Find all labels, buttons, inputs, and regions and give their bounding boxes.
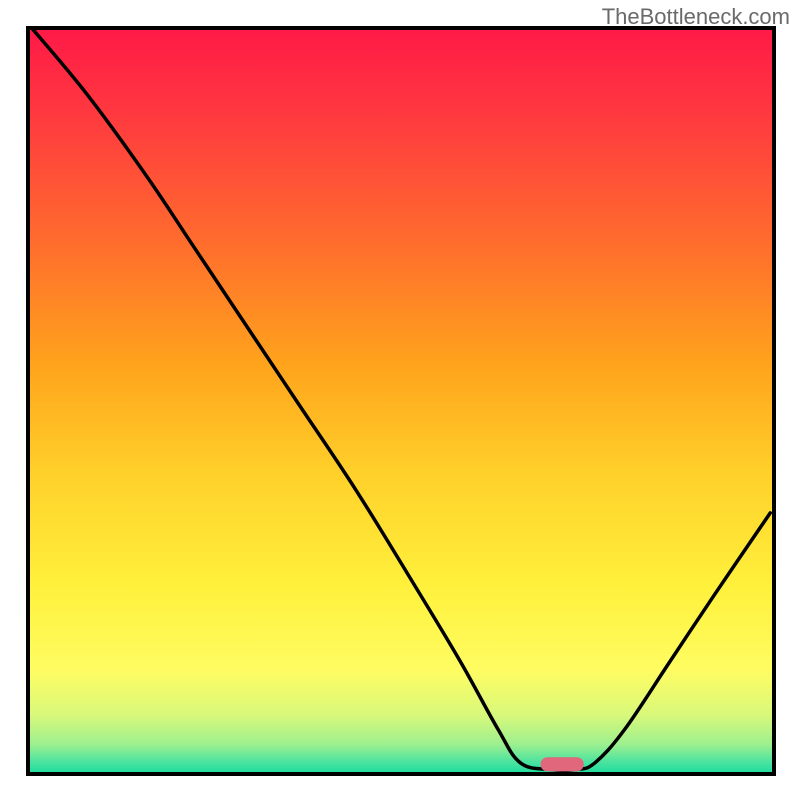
valley-marker: [541, 757, 584, 771]
watermark-text: TheBottleneck.com: [602, 4, 790, 30]
chart-container: TheBottleneck.com: [0, 0, 800, 800]
bottleneck-chart: [0, 0, 800, 800]
plot-background: [28, 28, 774, 774]
